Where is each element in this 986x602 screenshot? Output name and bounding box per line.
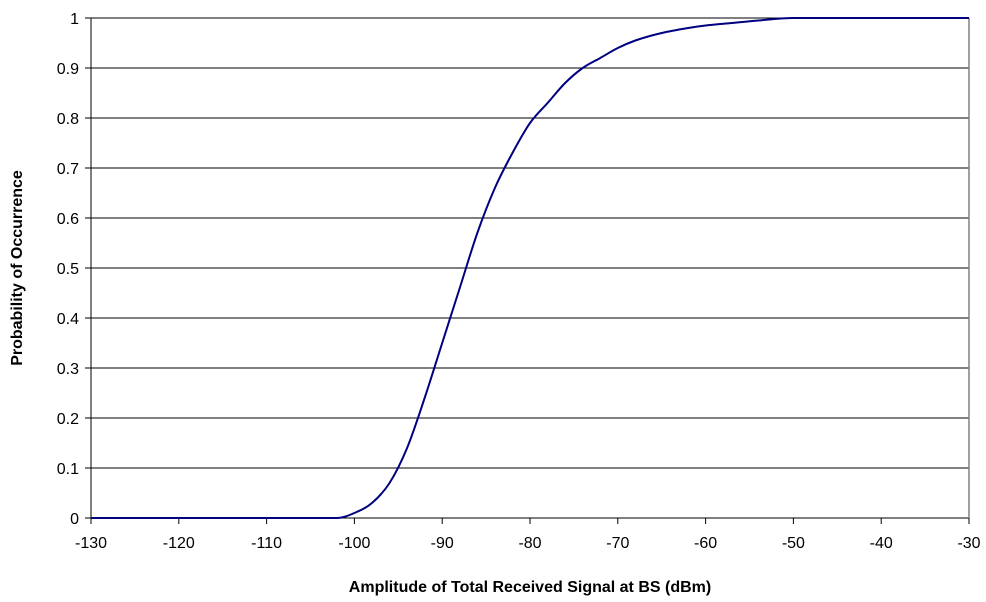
gridlines [91, 17, 969, 469]
y-tick-label: 0.2 [57, 411, 79, 428]
y-tick-label: 0.6 [57, 211, 79, 228]
x-axis-title: Amplitude of Total Received Signal at BS… [349, 579, 711, 596]
y-tick-label: 0.7 [57, 161, 79, 178]
x-tick-label: -60 [694, 535, 717, 552]
y-tick-label: 0.1 [57, 461, 79, 478]
x-tick-label: -40 [870, 535, 893, 552]
x-tick-label: -30 [957, 535, 980, 552]
x-tick-label: -120 [163, 535, 195, 552]
x-tick-label: -130 [75, 535, 107, 552]
x-tick-label: -110 [251, 535, 282, 552]
x-tick-label: -100 [338, 535, 370, 552]
y-tick-label: 0.8 [57, 111, 79, 128]
y-tick-labels: 0 0.1 0.2 0.3 0.4 0.5 0.6 0.7 0.8 0.9 1 [57, 11, 79, 528]
y-tick-label: 0 [70, 511, 79, 528]
y-tick-label: 0.5 [57, 261, 79, 278]
y-tick-label: 0.3 [57, 361, 79, 378]
x-tick-label: -50 [782, 535, 805, 552]
y-tick-label: 0.9 [57, 61, 79, 78]
axes [85, 17, 970, 524]
y-axis-title: Probability of Occurrence [9, 170, 26, 366]
y-tick-label: 0.4 [57, 311, 79, 328]
x-tick-label: -80 [518, 535, 541, 552]
x-tick-label: -90 [431, 535, 454, 552]
y-tick-label: 1 [70, 11, 79, 28]
cumulative-probability-line [91, 17, 969, 519]
x-tick-label: -70 [606, 535, 629, 552]
x-tick-labels: -130 -120 -110 -100 -90 -80 -70 -60 -50 -40 -30 [75, 535, 981, 552]
